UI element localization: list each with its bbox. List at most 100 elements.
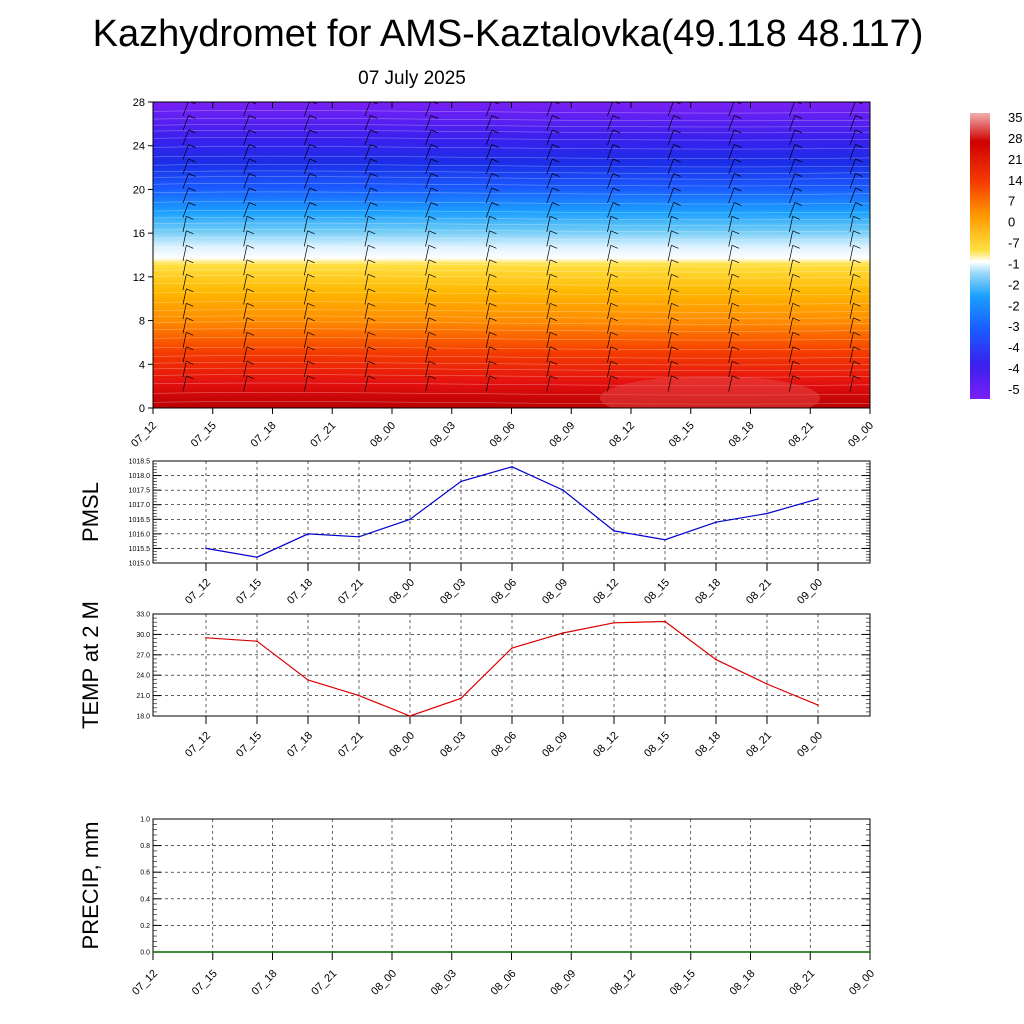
wind-barb-flag — [368, 302, 376, 307]
x-tick-label: 08_09 — [548, 968, 578, 998]
wind-barb — [849, 303, 854, 320]
wind-barb-flag — [248, 187, 257, 192]
wind-barb — [182, 288, 187, 305]
wind-barb-flag — [612, 144, 621, 148]
wind-barb-flag — [307, 346, 315, 351]
wind-barb — [425, 216, 430, 233]
wind-barb — [303, 317, 308, 334]
wind-barb-flag — [307, 317, 315, 322]
wind-barb — [243, 303, 248, 320]
wind-barb — [607, 346, 612, 363]
wind-barb-flag — [612, 187, 621, 192]
wind-barb — [789, 173, 796, 189]
contour-line — [153, 217, 870, 221]
wind-barb — [728, 303, 733, 320]
wind-barb — [607, 202, 614, 218]
wind-barb — [546, 332, 551, 349]
wind-barb — [182, 173, 189, 189]
wind-barb-flag — [671, 331, 679, 336]
wind-barb — [607, 216, 612, 233]
wind-barb — [849, 102, 856, 117]
wind-barb-flag — [186, 230, 194, 235]
y-axis-label: PMSL — [78, 482, 103, 542]
wind-barb — [546, 129, 553, 146]
wind-barb-flag — [734, 115, 742, 119]
wind-barb — [667, 288, 672, 305]
colorbar-label: -4 — [1008, 361, 1020, 376]
wind-barb — [607, 115, 614, 131]
wind-barb — [667, 259, 672, 276]
warm-core — [600, 376, 820, 408]
wind-barb-flag — [552, 173, 560, 177]
wind-barb-flag — [491, 144, 499, 148]
wind-barb-flag — [734, 173, 742, 177]
wind-barb — [182, 187, 189, 204]
wind-barb-flag — [671, 346, 679, 351]
wind-barb-flag — [734, 158, 742, 163]
x-tick-label: 08_12 — [608, 968, 638, 998]
x-tick-label: 07_18 — [285, 730, 315, 760]
wind-barb-flag — [853, 375, 861, 380]
wind-barb-flag — [549, 360, 558, 365]
contour-line — [153, 291, 870, 296]
wind-barb — [728, 187, 735, 204]
wind-barb-flag — [671, 244, 679, 249]
wind-barb — [849, 274, 854, 291]
wind-barb — [303, 375, 308, 392]
wind-barb-flag — [370, 144, 378, 148]
x-tick-label: 08_18 — [728, 968, 758, 998]
x-tick-label: 08_21 — [744, 730, 774, 760]
wind-barb-flag — [368, 215, 376, 220]
x-tick-label: 08_03 — [428, 420, 458, 450]
wind-barb — [364, 202, 371, 218]
wind-barb — [607, 274, 612, 291]
contour-line — [153, 282, 870, 286]
x-tick-label: 08_00 — [368, 420, 398, 450]
wind-barb-flag — [246, 273, 255, 278]
wind-barb-flag — [430, 173, 439, 177]
wind-barb — [546, 144, 553, 160]
wind-barb-flag — [855, 173, 863, 177]
x-tick-label: 07_12 — [183, 577, 213, 607]
wind-barb — [789, 230, 794, 247]
wind-barb-flag — [489, 230, 497, 235]
wind-barb — [728, 317, 733, 334]
data-point — [307, 533, 309, 535]
wind-barb — [728, 115, 735, 131]
colorbar: 35 28 21 14 7 0 -7 -1 -2 -2 -3 -4 -4 -5 — [970, 110, 1022, 399]
colorbar-label: 14 — [1008, 173, 1022, 188]
data-point — [715, 658, 717, 661]
wind-barb — [607, 144, 614, 160]
wind-barb-flag — [794, 144, 802, 148]
wind-barb-flag — [610, 375, 618, 380]
wind-barb-flag — [734, 187, 742, 192]
wind-barb-flag — [491, 173, 499, 177]
contour-line — [153, 246, 870, 250]
wind-barb — [849, 173, 856, 189]
wind-barb — [303, 259, 308, 276]
wind-barb — [607, 129, 614, 146]
wind-barb-flag — [430, 187, 439, 192]
x-tick-label: 08_00 — [387, 577, 417, 607]
wind-barb — [546, 173, 553, 189]
wind-barb-flag — [246, 244, 255, 249]
wind-barb-flag — [612, 158, 621, 163]
wind-barb — [485, 187, 493, 204]
wind-barb-flag — [552, 202, 560, 206]
wind-barb-flag — [489, 273, 497, 278]
x-tick-label: 08_15 — [667, 420, 697, 450]
y-tick-label: 1015.0 — [129, 561, 151, 568]
wind-barb — [182, 129, 189, 146]
wind-barb — [182, 144, 189, 160]
wind-barb-flag — [489, 360, 497, 365]
data-point — [205, 547, 207, 550]
wind-barb — [667, 187, 674, 204]
wind-barb-flag — [248, 173, 257, 177]
x-tick-label: 08_09 — [547, 420, 577, 450]
wind-barb-flag — [428, 360, 437, 365]
wind-barb — [364, 274, 369, 291]
wind-barb-flag — [792, 230, 800, 235]
data-point — [409, 715, 411, 717]
wind-barb — [364, 173, 371, 189]
colorbar-label: -1 — [1008, 256, 1020, 271]
